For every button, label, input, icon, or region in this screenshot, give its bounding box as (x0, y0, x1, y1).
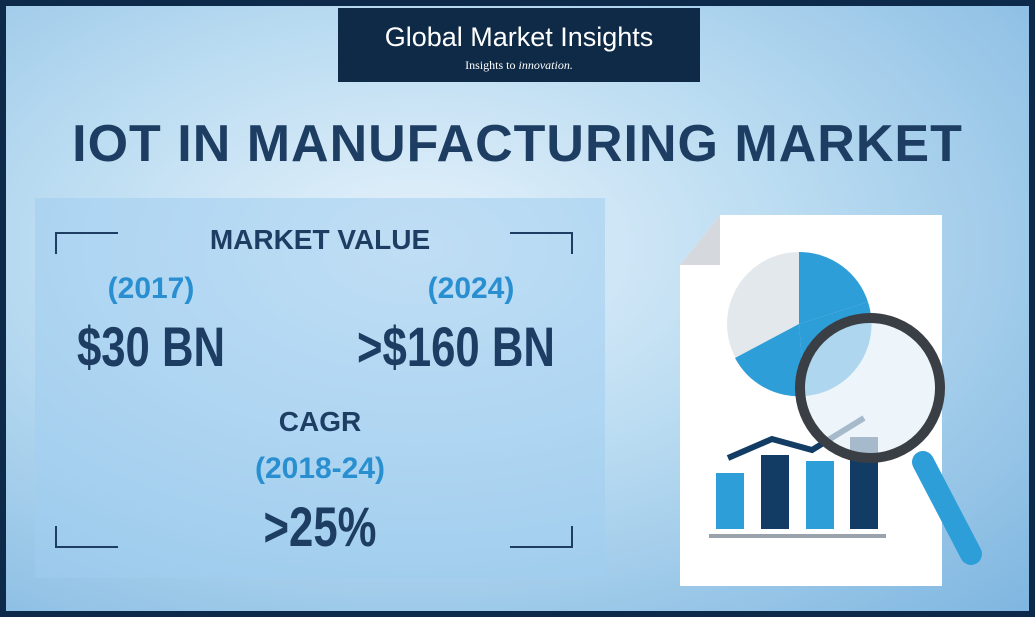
brand-header: Global Market Insights Insights to innov… (338, 8, 700, 82)
decoration (55, 215, 982, 586)
end-value: >$160 BN (357, 315, 555, 378)
brand-name: Global Market Insights (384, 22, 654, 52)
stats-panel (35, 198, 605, 578)
title: IOT IN MANUFACTURING MARKET (72, 115, 963, 173)
tagline-emphasis: innovation. (518, 58, 573, 72)
tagline: Insights to innovation. (338, 58, 700, 73)
market-value-label: MARKET VALUE (209, 224, 431, 255)
tagline-text: Insights to (465, 58, 516, 72)
start-value: $30 BN (76, 315, 226, 378)
cagr-label: CAGR (278, 406, 362, 437)
cagr-value: >25% (263, 495, 377, 558)
start-year: (2017) (107, 272, 195, 305)
cagr-period: (2018-24) (254, 452, 386, 485)
end-year: (2024) (427, 272, 515, 305)
